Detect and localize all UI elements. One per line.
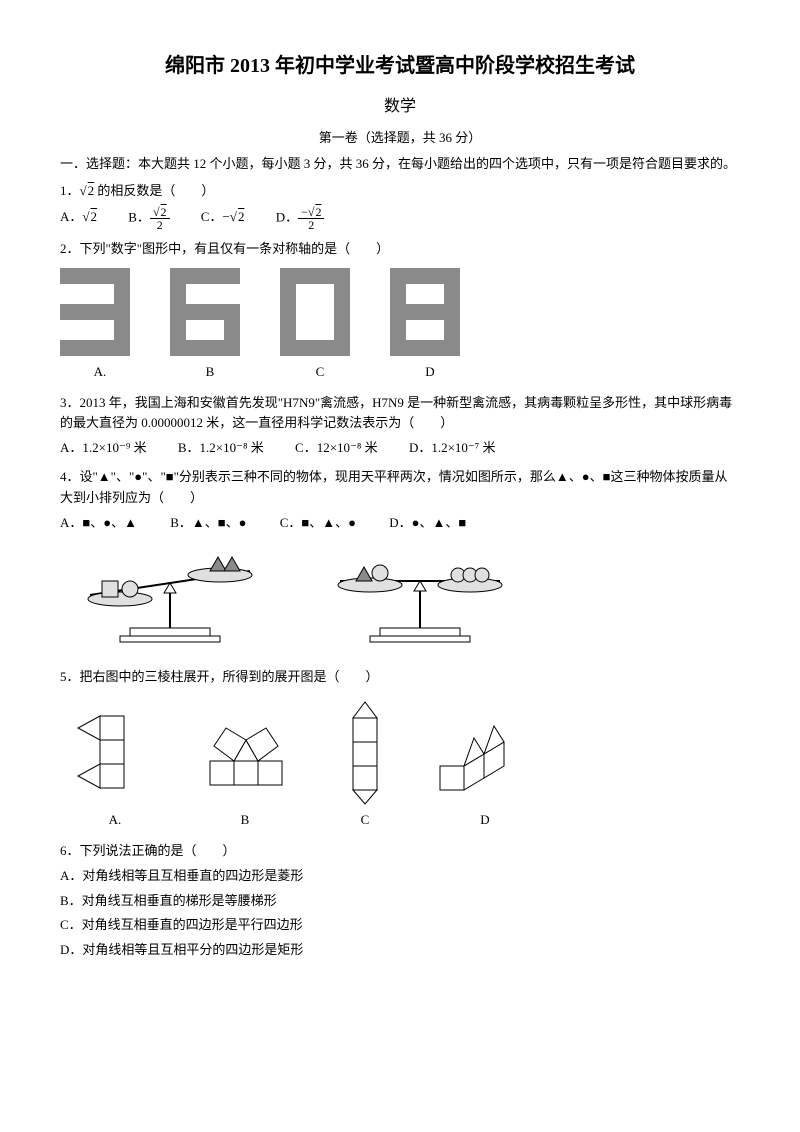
q5-label-b: B	[190, 810, 300, 831]
page-title: 绵阳市 2013 年初中学业考试暨高中阶段学校招生考试	[60, 50, 740, 82]
net-d	[430, 716, 540, 806]
q5-labels: A. B C D	[70, 810, 740, 831]
q5-figures	[70, 696, 740, 806]
instructions: 一．选择题：本大题共 12 个小题，每小题 3 分，共 36 分，在每小题给出的…	[60, 154, 740, 175]
q2-label-d: D	[390, 362, 470, 383]
digit-6-figure	[170, 268, 250, 358]
q4-opt-c: C．■、▲、●	[280, 513, 356, 534]
q2-labels: A. B C D	[60, 362, 740, 383]
q4-figures	[70, 543, 740, 653]
q2-figures	[60, 268, 740, 358]
net-b	[190, 706, 300, 806]
net-c	[330, 696, 400, 806]
q6-opt-d: D．对角线相等且互相平分的四边形是矩形	[60, 940, 740, 961]
digit-8-figure	[390, 268, 470, 358]
net-a	[70, 706, 160, 806]
q5-label-a: A.	[70, 810, 160, 831]
q5-label-c: C	[330, 810, 400, 831]
q1-opt-a: A．√2	[60, 207, 97, 228]
q1-opt-b: B．√22	[128, 206, 169, 231]
digit-3-figure	[60, 268, 140, 358]
q1-options: A．√2 B．√22 C．−√2 D．−√22	[60, 206, 740, 231]
q5-text: 5．把右图中的三棱柱展开，所得到的展开图是（ ）	[60, 667, 740, 688]
q2-label-c: C	[280, 362, 360, 383]
q1-opt-c: C．−√2	[201, 207, 245, 228]
q3-opt-c: C．12×10⁻⁸ 米	[295, 438, 378, 459]
q4-opt-d: D．●、▲、■	[389, 513, 466, 534]
q2-text: 2．下列"数字"图形中，有且仅有一条对称轴的是（ ）	[60, 239, 740, 260]
q3-text: 3．2013 年，我国上海和安徽首先发现"H7N9"禽流感，H7N9 是一种新型…	[60, 393, 740, 435]
q4-opt-b: B．▲、■、●	[170, 513, 246, 534]
q3-options: A．1.2×10⁻⁹ 米 B．1.2×10⁻⁸ 米 C．12×10⁻⁸ 米 D．…	[60, 438, 740, 459]
q1-opt-d: D．−√22	[276, 206, 325, 231]
q3-opt-a: A．1.2×10⁻⁹ 米	[60, 438, 147, 459]
q6-opt-b: B．对角线互相垂直的梯形是等腰梯形	[60, 891, 740, 912]
balance-scale-1	[70, 543, 270, 653]
subject: 数学	[60, 94, 740, 120]
q6-text: 6．下列说法正确的是（ ）	[60, 841, 740, 862]
q4-options: A．■、●、▲ B．▲、■、● C．■、▲、● D．●、▲、■	[60, 513, 740, 534]
q1-text: 1．√2 的相反数是（ ）	[60, 181, 740, 202]
q4-text: 4．设"▲"、"●"、"■"分别表示三种不同的物体，现用天平秤两次，情况如图所示…	[60, 467, 740, 509]
q6-opt-c: C．对角线互相垂直的四边形是平行四边形	[60, 915, 740, 936]
q2-label-b: B	[170, 362, 250, 383]
q3-opt-b: B．1.2×10⁻⁸ 米	[178, 438, 264, 459]
q2-label-a: A.	[60, 362, 140, 383]
balance-scale-2	[320, 543, 520, 653]
digit-0-figure	[280, 268, 360, 358]
q5-label-d: D	[430, 810, 540, 831]
q6-opt-a: A．对角线相等且互相垂直的四边形是菱形	[60, 866, 740, 887]
section-info: 第一卷（选择题，共 36 分）	[60, 128, 740, 149]
q4-opt-a: A．■、●、▲	[60, 513, 137, 534]
q3-opt-d: D．1.2×10⁻⁷ 米	[409, 438, 496, 459]
